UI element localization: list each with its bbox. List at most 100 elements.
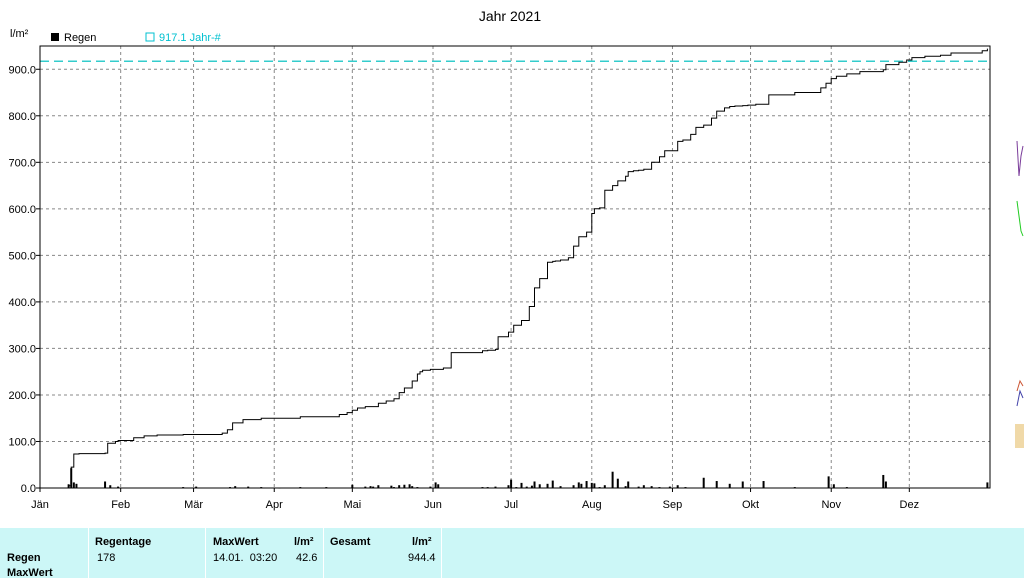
rain-chart: Jahr 2021 l/m² Regen 917.1 Jahr-# 0.0 100… (8, 8, 991, 511)
daily-bar (627, 481, 630, 488)
cumulative-line (40, 48, 988, 489)
daily-bar (72, 482, 75, 488)
x-tick-label: Jul (504, 499, 518, 511)
row-label-regen: Regen (7, 552, 41, 564)
daily-bar (403, 484, 406, 488)
daily-bar (762, 481, 765, 488)
gesamt-unit: l/m² (412, 536, 432, 548)
daily-bar (546, 483, 549, 488)
daily-bar (530, 485, 533, 488)
daily-bar (494, 486, 497, 488)
legend-regen-marker (51, 33, 59, 41)
y-axis-label: l/m² (10, 28, 29, 40)
daily-bar (577, 482, 580, 488)
daily-bars (67, 468, 989, 489)
y-tick-label: 600.0 (8, 204, 36, 216)
stats-panel: Regentage 178 MaxWert l/m² 14.01. 03:20 … (0, 528, 1024, 579)
daily-bar (585, 481, 588, 488)
daily-bar (551, 480, 554, 488)
daily-bar (398, 485, 401, 488)
daily-bar (715, 481, 718, 488)
y-tick-label: 0.0 (21, 483, 36, 495)
daily-bar (117, 486, 120, 488)
daily-bar (702, 477, 705, 488)
x-tick-label: Nov (821, 499, 841, 511)
maxwert-unit: l/m² (294, 536, 314, 548)
gesamt-header: Gesamt (330, 536, 371, 548)
maxwert-header: MaxWert (213, 536, 259, 548)
x-tick-label: Mär (184, 499, 203, 511)
daily-bar (507, 485, 510, 488)
daily-bar (75, 483, 78, 488)
daily-bar (520, 482, 523, 488)
daily-bar (434, 482, 437, 488)
legend-ref-marker (145, 32, 155, 42)
x-tick-label: Aug (582, 499, 602, 511)
daily-bar (590, 482, 593, 488)
daily-bar (624, 486, 627, 488)
y-tick-label: 200.0 (8, 390, 36, 402)
plot-frame (39, 45, 991, 489)
daily-bar (741, 481, 744, 488)
daily-bar (247, 486, 250, 488)
daily-bar (650, 486, 653, 488)
legend-ref-label: 917.1 Jahr-# (159, 32, 222, 44)
daily-bar (364, 486, 367, 488)
y-tick-label: 100.0 (8, 436, 36, 448)
daily-bar (668, 486, 671, 488)
maxwert-value: 42.6 (296, 552, 318, 564)
daily-bar (411, 486, 414, 488)
daily-bar (104, 481, 107, 488)
x-tick-label: Okt (742, 499, 759, 511)
maxwert-date: 14.01. 03:20 (213, 552, 278, 564)
x-tick-label: Apr (266, 499, 283, 511)
side-mini-charts (1015, 46, 1024, 520)
daily-bar (637, 486, 640, 488)
daily-bar (408, 484, 411, 488)
y-tick-label: 400.0 (8, 297, 36, 309)
daily-bar (884, 481, 887, 488)
daily-bar (616, 478, 619, 488)
x-tick-labels: Jän Feb Mär Apr Mai Jun Jul Aug Sep Okt Nov Dez (31, 499, 919, 511)
y-tick-labels: 0.0 100.0 200.0 300.0 400.0 500.0 600.0 700.0 80… (8, 64, 36, 495)
daily-bar (603, 485, 606, 488)
y-tick-label: 700.0 (8, 157, 36, 169)
x-tick-label: Jun (424, 499, 442, 511)
daily-bar (986, 482, 989, 488)
y-tick-label: 500.0 (8, 250, 36, 262)
daily-bar (676, 485, 679, 488)
daily-bar (525, 486, 528, 488)
regentage-header: Regentage (95, 536, 152, 548)
daily-bar (728, 483, 731, 488)
daily-bar (642, 485, 645, 488)
daily-bar (538, 484, 541, 488)
daily-bar (390, 485, 393, 488)
daily-bar (559, 486, 562, 488)
y-tick-label: 900.0 (8, 64, 36, 76)
daily-bar (510, 479, 513, 488)
daily-bar (572, 485, 575, 488)
x-tick-label: Dez (900, 499, 920, 511)
x-tick-label: Mai (343, 499, 361, 511)
daily-bar (580, 483, 583, 488)
chart-title: Jahr 2021 (479, 8, 541, 24)
x-tick-label: Jän (31, 499, 49, 511)
daily-bar (611, 471, 614, 488)
daily-bar (234, 486, 237, 488)
grid (36, 46, 990, 492)
daily-bar (109, 485, 112, 488)
x-tick-label: Sep (663, 499, 683, 511)
daily-bar (377, 485, 380, 488)
regentage-value: 178 (97, 552, 116, 564)
daily-bar (832, 484, 835, 488)
daily-bar (369, 486, 372, 488)
gesamt-value: 944.4 (408, 552, 436, 564)
daily-bar (437, 484, 440, 488)
daily-bar (533, 481, 536, 488)
daily-bar (882, 474, 885, 488)
legend-regen-label: Regen (64, 32, 96, 44)
x-tick-label: Feb (111, 499, 130, 511)
daily-bar (593, 483, 596, 488)
daily-bar (827, 476, 830, 488)
y-tick-label: 800.0 (8, 111, 36, 123)
